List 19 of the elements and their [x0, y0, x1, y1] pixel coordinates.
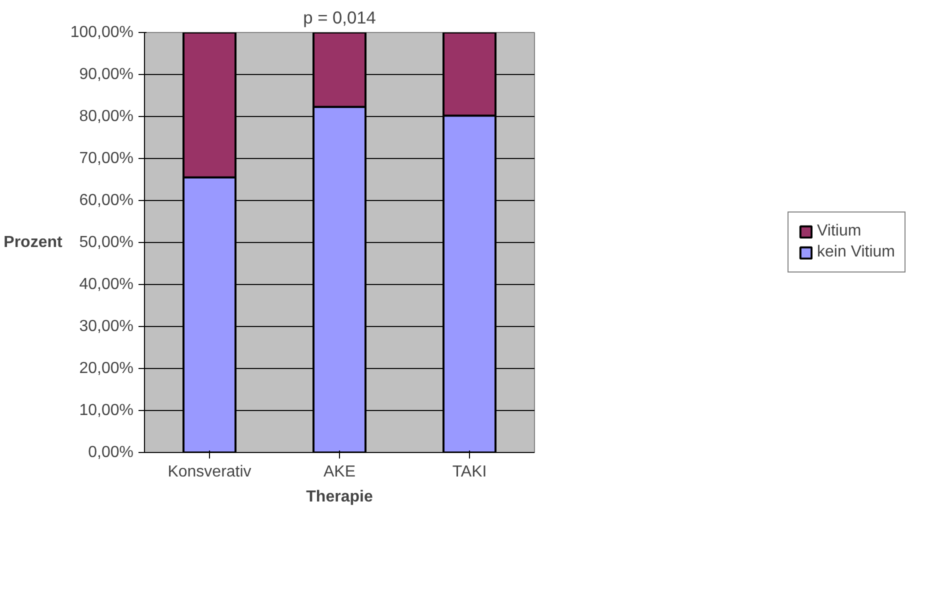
y-tick-label: 40,00%: [79, 276, 134, 293]
y-tick-label: 0,00%: [88, 444, 134, 461]
y-tick-label: 20,00%: [79, 360, 134, 377]
y-tick-label: 60,00%: [79, 192, 134, 209]
y-tick-label: 50,00%: [79, 234, 134, 251]
y-axis-title: Prozent: [4, 234, 64, 251]
y-tick-label: 30,00%: [79, 318, 134, 335]
text: p = 0,014: [303, 8, 376, 28]
x-tick-label: TAKI: [452, 464, 487, 480]
x-tick-label: AKE: [323, 464, 356, 480]
x-tick-label: Konsverativ: [168, 464, 252, 480]
legend-label: Vitium: [817, 222, 862, 240]
y-tick-label: 90,00%: [79, 66, 134, 83]
y-tick-label: 100,00%: [70, 24, 134, 41]
x-axis-title: Therapie: [306, 488, 373, 506]
legend-label: kein Vitium: [817, 244, 895, 262]
y-tick-label: 10,00%: [79, 402, 134, 419]
y-tick-label: 70,00%: [79, 150, 134, 167]
y-tick-label: 80,00%: [79, 108, 134, 125]
